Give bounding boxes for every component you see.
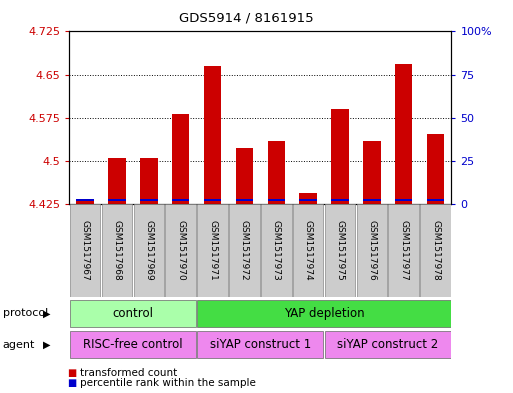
Text: GSM1517977: GSM1517977 [399, 220, 408, 281]
Bar [325, 204, 356, 297]
Bar [204, 66, 221, 204]
Text: GSM1517969: GSM1517969 [144, 220, 153, 281]
Bar [300, 193, 317, 204]
Bar [235, 149, 253, 204]
Text: transformed count: transformed count [80, 367, 177, 378]
Bar [267, 141, 285, 204]
Text: GSM1517970: GSM1517970 [176, 220, 185, 281]
Bar [267, 199, 285, 201]
Text: GSM1517974: GSM1517974 [304, 220, 312, 281]
Text: agent: agent [3, 340, 35, 350]
Text: protocol: protocol [3, 309, 48, 318]
Bar [388, 204, 419, 297]
Text: siYAP construct 1: siYAP construct 1 [210, 338, 311, 351]
Bar [325, 331, 451, 358]
Text: GSM1517967: GSM1517967 [81, 220, 90, 281]
Text: ▶: ▶ [44, 309, 51, 318]
Text: ▶: ▶ [44, 340, 51, 350]
Bar [140, 199, 157, 201]
Bar [235, 199, 253, 201]
Bar [261, 204, 291, 297]
Bar [331, 199, 349, 201]
Bar [198, 204, 228, 297]
Bar [363, 141, 381, 204]
Bar [427, 134, 444, 204]
Bar [293, 204, 323, 297]
Bar [108, 199, 126, 201]
Bar [70, 331, 196, 358]
Text: percentile rank within the sample: percentile rank within the sample [80, 378, 255, 388]
Bar [76, 199, 94, 201]
Bar [133, 204, 164, 297]
Bar [395, 199, 412, 201]
Bar [76, 198, 94, 204]
Bar [198, 331, 323, 358]
Bar [140, 158, 157, 204]
Text: GSM1517972: GSM1517972 [240, 220, 249, 281]
Bar [165, 204, 196, 297]
Bar [102, 204, 132, 297]
Bar [172, 199, 189, 201]
Text: GSM1517968: GSM1517968 [112, 220, 122, 281]
Text: GDS5914 / 8161915: GDS5914 / 8161915 [179, 12, 313, 25]
Text: RISC-free control: RISC-free control [83, 338, 183, 351]
Bar [395, 64, 412, 204]
Text: siYAP construct 2: siYAP construct 2 [337, 338, 439, 351]
Text: GSM1517971: GSM1517971 [208, 220, 217, 281]
Bar [229, 204, 260, 297]
Bar [331, 109, 349, 204]
Text: YAP depletion: YAP depletion [284, 307, 364, 320]
Bar [427, 199, 444, 201]
Bar [357, 204, 387, 297]
Bar [172, 114, 189, 204]
Bar [70, 204, 101, 297]
Text: ■: ■ [67, 367, 76, 378]
Text: GSM1517975: GSM1517975 [336, 220, 344, 281]
Text: control: control [112, 307, 153, 320]
Bar [420, 204, 451, 297]
Bar [204, 199, 221, 201]
Text: GSM1517976: GSM1517976 [367, 220, 377, 281]
Text: GSM1517978: GSM1517978 [431, 220, 440, 281]
Text: ■: ■ [67, 378, 76, 388]
Bar [198, 299, 451, 327]
Bar [108, 158, 126, 204]
Bar [300, 199, 317, 201]
Text: GSM1517973: GSM1517973 [272, 220, 281, 281]
Bar [70, 299, 196, 327]
Bar [363, 199, 381, 201]
